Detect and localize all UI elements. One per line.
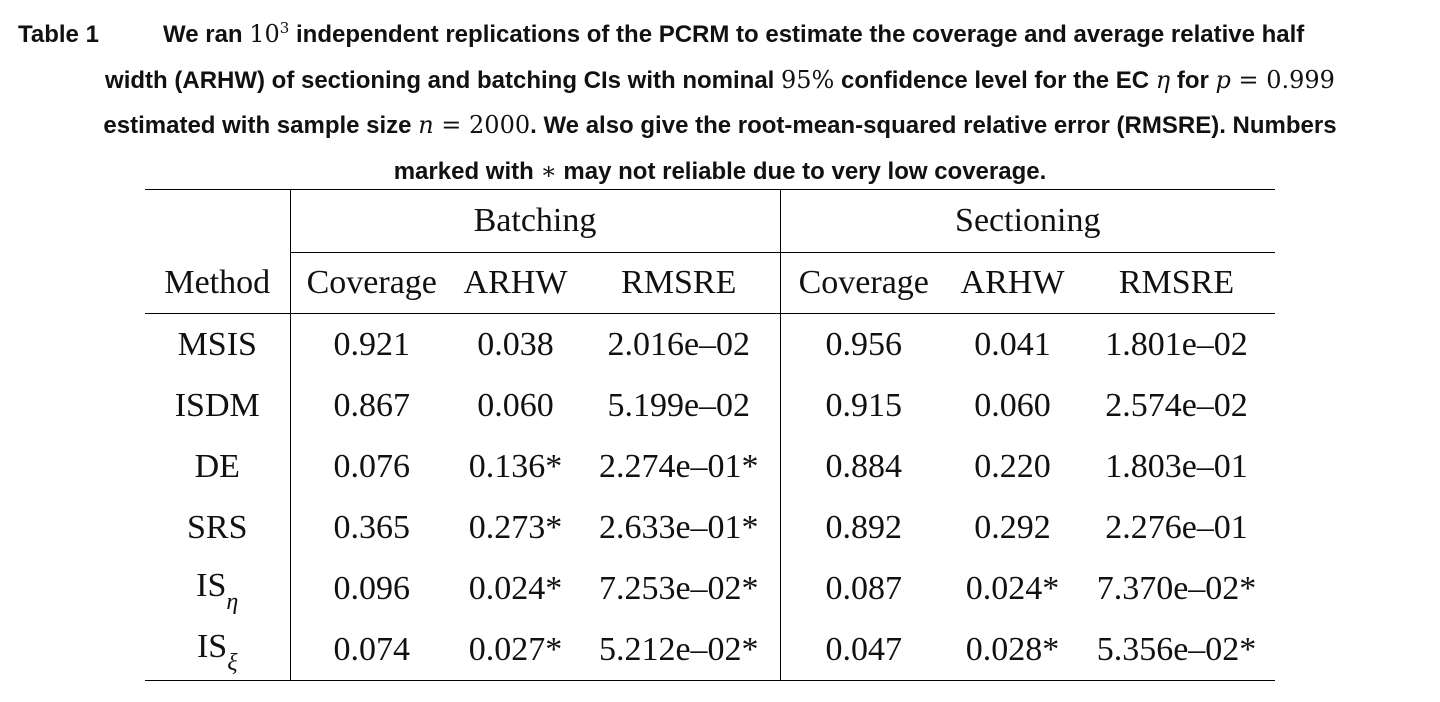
cell-batching-arhw: 0.136* — [468, 447, 563, 485]
group-sectioning: Sectioning — [779, 189, 1275, 253]
cell-batching-coverage: 0.867 — [289, 375, 453, 436]
col-batching-rmsre: RMSRE — [621, 264, 737, 301]
cell-sectioning-coverage: 0.087 — [779, 558, 947, 619]
cell-batching-coverage: 0.096 — [289, 558, 453, 619]
cell-sectioning-rmsre: 2.574e–02 — [1105, 386, 1248, 424]
cell-batching-rmsre: 7.253e–02* — [598, 569, 759, 607]
method-header: Method — [164, 263, 271, 301]
caption-segment: independent replications of the PCRM to … — [289, 21, 1305, 48]
table-row: ISη 0.096 0.024* 7.253e–02* 0.087 0.024* 7.370… — [145, 558, 1275, 619]
cell-batching-coverage: 0.365 — [289, 497, 453, 558]
cell-sectioning-rmsre: 1.801e–02 — [1078, 313, 1275, 375]
caption-segment: 95% — [781, 65, 835, 94]
cell-batching-rmsre: 2.016e–02 — [578, 313, 780, 375]
method-cell: MSIS — [145, 313, 290, 375]
method-cell: SRS — [145, 497, 290, 558]
group-header-row: Batching Sectioning — [145, 189, 1275, 253]
cell-sectioning-rmsre: 1.803e–01 — [1105, 447, 1248, 485]
cell-sectioning-arhw: 0.292 — [974, 508, 1051, 546]
cell-batching-rmsre: 5.212e–02* — [578, 619, 780, 681]
caption-label: Table 1 — [18, 21, 99, 48]
caption-line-1: Table 1 We ran 103 independent replicatio… — [0, 12, 1440, 58]
table-row: ISDM 0.867 0.060 5.199e–02 0.915 0.060 2.574e–… — [145, 375, 1275, 436]
cell-sectioning-coverage: 0.892 — [779, 497, 947, 558]
caption-line-2: width (ARHW) of sectioning and batching … — [0, 58, 1440, 104]
cell-batching-rmsre: 2.274e–01* — [598, 447, 759, 485]
caption-segment: η — [1155, 65, 1171, 94]
table-row: ISξ 0.074 0.027* 5.212e–02* 0.047 0.028* 5.356… — [145, 619, 1275, 681]
caption-line-4: marked with ∗ may not reliable due to ve… — [0, 149, 1440, 195]
col-batching-coverage: Coverage — [289, 252, 453, 314]
table-body: MSIS 0.921 0.038 2.016e–02 0.956 0.041 1.801e–… — [145, 313, 1275, 681]
table-row: DE 0.076 0.136* 2.274e–01* 0.884 0.220 1.803e–… — [145, 436, 1275, 497]
caption-segment: estimated with sample size — [103, 112, 419, 139]
caption-line-3: estimated with sample size n = 2000. We … — [0, 103, 1440, 149]
col-sectioning-arhw: ARHW — [960, 264, 1065, 301]
method-cell: DE — [145, 436, 290, 497]
caption-segment: for — [1170, 66, 1216, 94]
cell-batching-coverage: 0.076 — [289, 436, 453, 497]
caption-segment: ∗ — [540, 156, 557, 185]
cell-batching-arhw: 0.024* — [468, 569, 563, 607]
cell-batching-coverage: 0.921 — [289, 313, 453, 375]
cell-sectioning-arhw: 0.041 — [947, 313, 1078, 375]
results-table: Batching Sectioning Method Coverage ARHW… — [145, 189, 1275, 681]
cell-batching-arhw: 0.273* — [468, 508, 563, 546]
cell-sectioning-arhw: 0.060 — [974, 386, 1051, 424]
col-sectioning-coverage: Coverage — [779, 252, 947, 314]
cell-batching-arhw: 0.027* — [453, 619, 578, 681]
cell-sectioning-arhw: 0.028* — [947, 619, 1078, 681]
cell-sectioning-coverage: 0.047 — [779, 619, 947, 681]
method-name: SRS — [187, 508, 248, 546]
group-batching: Batching — [289, 189, 780, 253]
table-caption: Table 1 We ran 103 independent replicatio… — [0, 12, 1440, 194]
col-sectioning-rmsre: RMSRE — [1118, 264, 1235, 301]
caption-segment: 10 — [249, 20, 280, 48]
method-cell: ISDM — [145, 375, 290, 436]
caption-segment: confidence level for the EC — [834, 66, 1156, 94]
cell-sectioning-coverage: 0.884 — [779, 436, 947, 497]
cell-sectioning-arhw: 0.220 — [974, 447, 1051, 485]
method-name: DE — [194, 447, 240, 485]
caption-segment: p — [1215, 65, 1231, 94]
method-cell: ISη — [145, 558, 290, 619]
col-batching-arhw: ARHW — [463, 264, 568, 301]
caption-segment: 3 — [279, 19, 290, 37]
method-cell: ISξ — [145, 619, 290, 681]
table-row: MSIS 0.921 0.038 2.016e–02 0.956 0.041 1.801e–… — [145, 313, 1275, 375]
cell-sectioning-rmsre: 7.370e–02* — [1096, 569, 1257, 607]
table-row: SRS 0.365 0.273* 2.633e–01* 0.892 0.292 2.276e… — [145, 497, 1275, 558]
caption-segment: width (ARHW) of sectioning and batching … — [105, 66, 782, 94]
method-subscript: ξ — [227, 650, 238, 677]
caption-segment: marked with — [393, 157, 541, 185]
caption-segment: may not reliable due to very low coverag… — [556, 157, 1047, 185]
caption-segment: = 2000 — [433, 111, 531, 139]
caption-line-1-text: We ran 103 independent replications of t… — [163, 19, 1305, 48]
cell-batching-rmsre: 5.199e–02 — [607, 386, 751, 424]
caption-segment: . We also give the root-mean-squared rel… — [530, 112, 1337, 139]
method-subscript: η — [226, 589, 239, 616]
caption-segment: n — [418, 111, 434, 139]
method-name: IS — [196, 627, 228, 665]
cell-batching-coverage: 0.074 — [289, 619, 453, 681]
cell-sectioning-arhw: 0.024* — [965, 569, 1060, 607]
method-name: IS — [196, 566, 227, 604]
caption-segment: We ran — [163, 21, 250, 48]
cell-batching-arhw: 0.060 — [477, 386, 554, 424]
cell-sectioning-coverage: 0.956 — [779, 313, 947, 375]
cell-sectioning-rmsre: 2.276e–01 — [1105, 508, 1248, 546]
cell-batching-rmsre: 2.633e–01* — [598, 508, 759, 546]
cell-sectioning-rmsre: 5.356e–02* — [1078, 619, 1275, 681]
cell-batching-arhw: 0.038 — [453, 313, 578, 375]
column-header-row: Method Coverage ARHW RMSRE Coverage ARHW… — [145, 252, 1275, 314]
caption-segment: = 0.999 — [1230, 65, 1335, 94]
method-name: ISDM — [174, 386, 260, 424]
method-name: MSIS — [177, 325, 257, 363]
cell-sectioning-coverage: 0.915 — [779, 375, 947, 436]
